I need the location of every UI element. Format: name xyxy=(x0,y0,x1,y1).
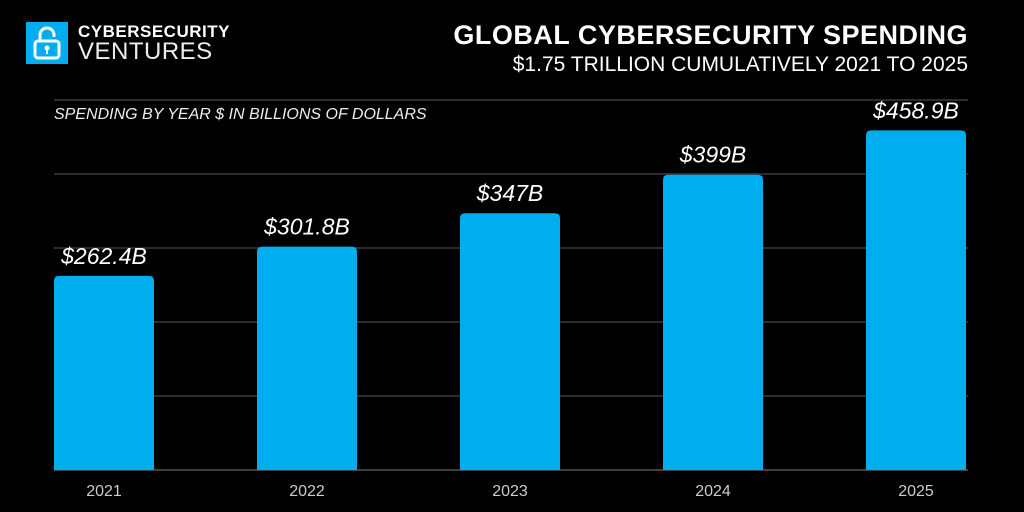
x-tick-label: 2021 xyxy=(86,483,122,500)
data-label: $301.8B xyxy=(263,214,350,240)
logo: CYBERSECURITY VENTURES xyxy=(26,22,230,64)
data-label: $458.9B xyxy=(872,97,959,123)
bar xyxy=(663,174,763,471)
bar xyxy=(54,275,154,470)
x-tick-label: 2022 xyxy=(289,483,325,500)
x-tick-label: 2025 xyxy=(898,483,934,500)
data-label: $262.4B xyxy=(60,243,147,269)
bar xyxy=(257,246,357,470)
padlock-icon xyxy=(26,22,68,64)
bar xyxy=(460,213,560,470)
data-label: $399B xyxy=(679,142,747,168)
chart-subtitle: $1.75 TRILLION CUMULATIVELY 2021 TO 2025 xyxy=(512,53,968,76)
logo-text-line1: CYBERSECURITY xyxy=(78,21,230,41)
y-axis-label: SPENDING BY YEAR $ IN BILLIONS OF DOLLAR… xyxy=(54,106,427,123)
x-tick-label: 2024 xyxy=(695,483,731,500)
chart-title: GLOBAL CYBERSECURITY SPENDING xyxy=(453,20,968,50)
data-label: $347B xyxy=(476,180,544,206)
logo-text-line2: VENTURES xyxy=(78,37,213,65)
bar xyxy=(866,130,966,470)
x-tick-label: 2023 xyxy=(492,483,528,500)
